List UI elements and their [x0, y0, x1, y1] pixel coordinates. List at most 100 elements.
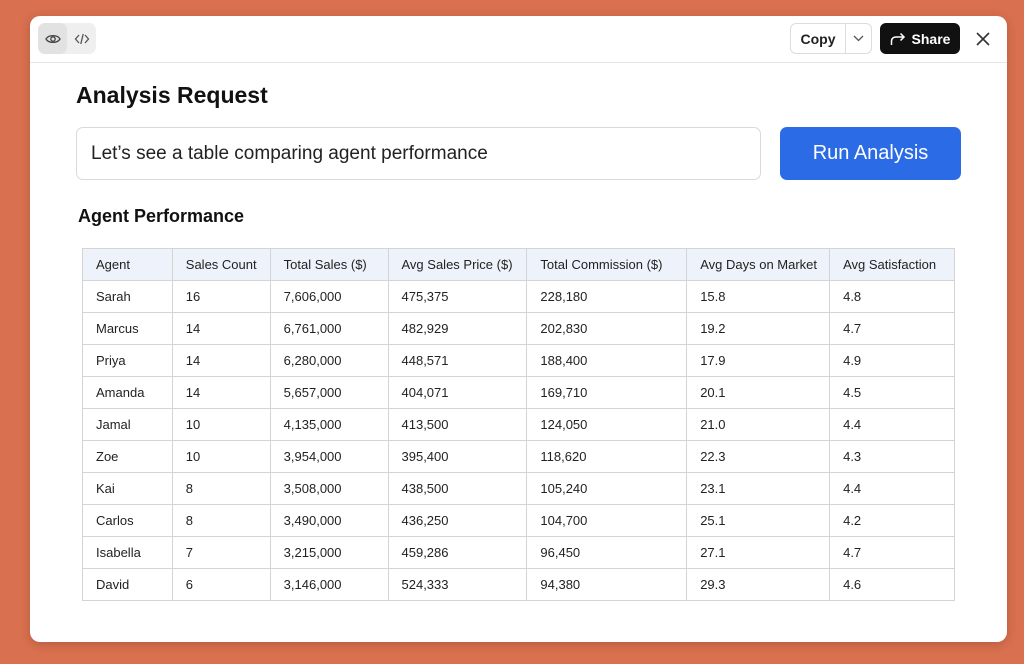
table-row: Jamal 10 4,135,000 413,500 124,050 21.0 …: [82, 408, 955, 441]
cell-avg-days-on-market: 17.9: [686, 344, 831, 377]
cell-agent: Marcus: [82, 312, 173, 345]
top-toolbar: Copy Share: [30, 16, 1007, 63]
cell-sales-count: 6: [171, 568, 271, 601]
run-analysis-button[interactable]: Run Analysis: [780, 127, 961, 180]
cell-total-sales: 3,215,000: [269, 536, 389, 569]
cell-avg-sales-price: 475,375: [387, 280, 528, 313]
cell-total-sales: 3,146,000: [269, 568, 389, 601]
preview-toggle-button[interactable]: [38, 23, 67, 54]
cell-sales-count: 14: [171, 376, 271, 409]
cell-avg-days-on-market: 27.1: [686, 536, 831, 569]
cell-total-commission: 118,620: [526, 440, 688, 473]
cell-total-sales: 6,280,000: [269, 344, 389, 377]
cell-total-sales: 4,135,000: [269, 408, 389, 441]
cell-avg-days-on-market: 23.1: [686, 472, 831, 505]
cell-avg-days-on-market: 20.1: [686, 376, 831, 409]
cell-avg-satisfaction: 4.4: [829, 472, 955, 505]
chevron-down-icon: [853, 35, 864, 42]
agent-performance-table: Agent Sales Count Total Sales ($) Avg Sa…: [82, 248, 955, 601]
cell-avg-days-on-market: 21.0: [686, 408, 831, 441]
share-arrow-icon: [890, 32, 905, 45]
table-row: Kai 8 3,508,000 438,500 105,240 23.1 4.4: [82, 472, 955, 505]
code-icon: [74, 33, 89, 44]
cell-agent: Carlos: [82, 504, 173, 537]
cell-total-sales: 7,606,000: [269, 280, 389, 313]
table-header-row: Agent Sales Count Total Sales ($) Avg Sa…: [82, 248, 955, 281]
cell-total-commission: 105,240: [526, 472, 688, 505]
cell-avg-sales-price: 482,929: [387, 312, 528, 345]
cell-avg-sales-price: 438,500: [387, 472, 528, 505]
cell-avg-sales-price: 448,571: [387, 344, 528, 377]
cell-avg-days-on-market: 22.3: [686, 440, 831, 473]
column-header-sales-count: Sales Count: [171, 248, 271, 281]
cell-agent: Zoe: [82, 440, 173, 473]
cell-agent: Kai: [82, 472, 173, 505]
cell-avg-sales-price: 404,071: [387, 376, 528, 409]
table-row: Priya 14 6,280,000 448,571 188,400 17.9 …: [82, 344, 955, 377]
cell-avg-days-on-market: 29.3: [686, 568, 831, 601]
cell-sales-count: 14: [171, 312, 271, 345]
column-header-avg-satisfaction: Avg Satisfaction: [829, 248, 955, 281]
cell-total-commission: 202,830: [526, 312, 688, 345]
cell-total-commission: 228,180: [526, 280, 688, 313]
cell-avg-satisfaction: 4.6: [829, 568, 955, 601]
view-toggle: [38, 23, 96, 54]
cell-avg-sales-price: 413,500: [387, 408, 528, 441]
cell-total-commission: 104,700: [526, 504, 688, 537]
cell-total-commission: 124,050: [526, 408, 688, 441]
table-row: Sarah 16 7,606,000 475,375 228,180 15.8 …: [82, 280, 955, 313]
column-header-agent: Agent: [82, 248, 173, 281]
cell-agent: Sarah: [82, 280, 173, 313]
cell-sales-count: 8: [171, 504, 271, 537]
share-button[interactable]: Share: [880, 23, 960, 54]
cell-sales-count: 8: [171, 472, 271, 505]
cell-sales-count: 10: [171, 408, 271, 441]
close-button[interactable]: [972, 28, 994, 50]
cell-avg-days-on-market: 25.1: [686, 504, 831, 537]
cell-total-commission: 96,450: [526, 536, 688, 569]
table-row: Marcus 14 6,761,000 482,929 202,830 19.2…: [82, 312, 955, 345]
cell-agent: David: [82, 568, 173, 601]
share-label: Share: [911, 30, 951, 47]
cell-total-sales: 3,490,000: [269, 504, 389, 537]
cell-avg-sales-price: 459,286: [387, 536, 528, 569]
column-header-avg-days-on-market: Avg Days on Market: [686, 248, 831, 281]
app-window: Copy Share Analysis Request Run Analysis…: [30, 16, 1007, 642]
cell-avg-satisfaction: 4.5: [829, 376, 955, 409]
table-row: Zoe 10 3,954,000 395,400 118,620 22.3 4.…: [82, 440, 955, 473]
copy-button-group: Copy: [790, 23, 872, 54]
code-toggle-button[interactable]: [67, 23, 96, 54]
cell-agent: Jamal: [82, 408, 173, 441]
cell-total-commission: 169,710: [526, 376, 688, 409]
page-title: Analysis Request: [76, 82, 268, 108]
table-row: Isabella 7 3,215,000 459,286 96,450 27.1…: [82, 536, 955, 569]
copy-button[interactable]: Copy: [791, 24, 846, 53]
cell-sales-count: 10: [171, 440, 271, 473]
copy-options-dropdown[interactable]: [846, 24, 871, 53]
cell-sales-count: 14: [171, 344, 271, 377]
cell-avg-satisfaction: 4.3: [829, 440, 955, 473]
eye-icon: [44, 34, 61, 43]
cell-agent: Isabella: [82, 536, 173, 569]
table-row: Amanda 14 5,657,000 404,071 169,710 20.1…: [82, 376, 955, 409]
cell-sales-count: 7: [171, 536, 271, 569]
cell-avg-sales-price: 436,250: [387, 504, 528, 537]
cell-total-sales: 3,508,000: [269, 472, 389, 505]
cell-avg-days-on-market: 19.2: [686, 312, 831, 345]
cell-agent: Amanda: [82, 376, 173, 409]
cell-sales-count: 16: [171, 280, 271, 313]
table-row: Carlos 8 3,490,000 436,250 104,700 25.1 …: [82, 504, 955, 537]
column-header-total-sales: Total Sales ($): [269, 248, 389, 281]
column-header-avg-sales-price: Avg Sales Price ($): [387, 248, 528, 281]
cell-avg-days-on-market: 15.8: [686, 280, 831, 313]
cell-avg-satisfaction: 4.7: [829, 536, 955, 569]
cell-avg-satisfaction: 4.2: [829, 504, 955, 537]
cell-total-sales: 6,761,000: [269, 312, 389, 345]
column-header-total-commission: Total Commission ($): [526, 248, 688, 281]
cell-avg-satisfaction: 4.7: [829, 312, 955, 345]
cell-avg-sales-price: 395,400: [387, 440, 528, 473]
analysis-query-input[interactable]: [76, 127, 761, 180]
cell-avg-sales-price: 524,333: [387, 568, 528, 601]
close-icon: [976, 32, 990, 46]
table-title: Agent Performance: [78, 206, 245, 226]
